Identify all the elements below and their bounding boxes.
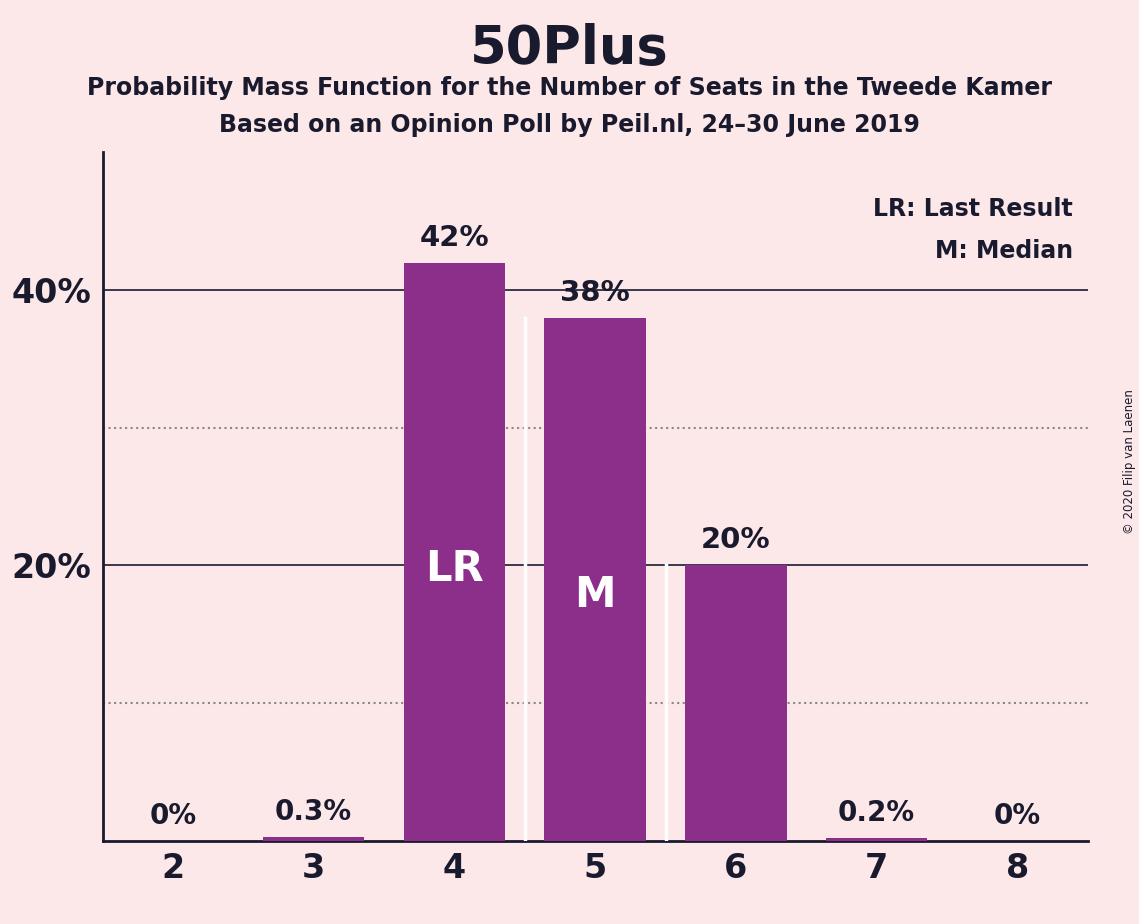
Bar — [544, 318, 646, 841]
Bar — [826, 838, 927, 841]
Text: M: M — [574, 574, 616, 616]
Text: 0%: 0% — [994, 802, 1041, 830]
Text: 0.3%: 0.3% — [276, 797, 352, 826]
Text: 20%: 20% — [702, 527, 771, 554]
Bar — [403, 262, 505, 841]
Text: Probability Mass Function for the Number of Seats in the Tweede Kamer: Probability Mass Function for the Number… — [87, 76, 1052, 100]
Text: 0.2%: 0.2% — [838, 799, 915, 827]
Text: © 2020 Filip van Laenen: © 2020 Filip van Laenen — [1123, 390, 1136, 534]
Text: LR: Last Result: LR: Last Result — [874, 197, 1073, 221]
Text: 42%: 42% — [419, 224, 489, 251]
Bar — [686, 565, 787, 841]
Text: LR: LR — [425, 548, 484, 590]
Text: Based on an Opinion Poll by Peil.nl, 24–30 June 2019: Based on an Opinion Poll by Peil.nl, 24–… — [219, 113, 920, 137]
Bar — [263, 837, 364, 841]
Text: 0%: 0% — [149, 802, 196, 830]
Text: M: Median: M: Median — [935, 238, 1073, 262]
Text: 50Plus: 50Plus — [470, 23, 669, 75]
Text: 38%: 38% — [560, 279, 630, 307]
